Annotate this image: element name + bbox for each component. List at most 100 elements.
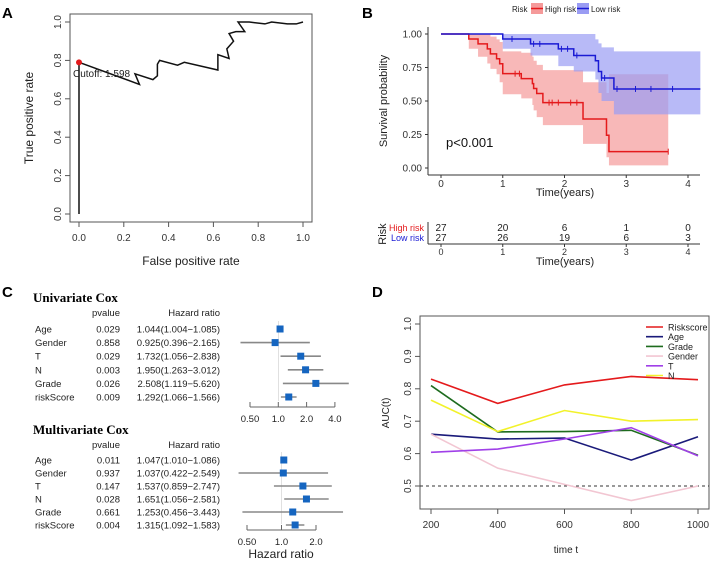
pvalue: 0.937 [96, 469, 120, 480]
risk-count: 6 [562, 223, 568, 234]
legend-label: Gender [668, 352, 698, 362]
x-tick-label: 0 [438, 247, 443, 257]
variable-name: N [35, 365, 42, 376]
hazard-ratio: 1.037(0.422−2.549) [137, 469, 220, 480]
y-tick-label: 1.0 [53, 15, 64, 29]
x-tick-label: 0 [438, 179, 444, 190]
hazard-ratio: 1.047(1.010−1.086) [137, 456, 220, 467]
y-tick-label: 0.75 [403, 63, 423, 74]
x-tick-label: 1000 [687, 520, 710, 531]
forest-plot: Univariate Cox pvalue Hazard ratio Age 0.029… [33, 290, 349, 561]
y-tick-label: 0.5 [403, 479, 414, 493]
hazard-ratio: 1.651(1.056−2.581) [137, 495, 220, 506]
hazard-ratio: 0.925(0.396−2.165) [137, 338, 220, 349]
y-tick-label: 0.25 [403, 130, 423, 141]
variable-name: T [35, 352, 41, 363]
variable-name: Gender [35, 338, 67, 349]
risk-count: 6 [623, 233, 629, 244]
pvalue: 0.011 [97, 456, 120, 467]
hr-marker [312, 379, 320, 387]
km-chart: Risk High risk Low risk0.000.250.500.751.0… [377, 3, 701, 268]
hr-marker [280, 456, 288, 464]
auc-line-t [430, 426, 699, 457]
y-tick-label: 0.9 [403, 349, 414, 363]
x-tick-label: 0.6 [206, 233, 220, 244]
risk-count: 3 [685, 233, 691, 244]
risk-count: 27 [435, 223, 447, 234]
x-axis-label: time t [554, 545, 579, 556]
pvalue-header: pvalue [92, 440, 120, 451]
x-tick-label: 0.50 [241, 414, 260, 425]
x-tick-label: 4 [685, 247, 690, 257]
pvalue: 0.661 [96, 508, 120, 519]
y-axis-label: AUC(t) [381, 398, 392, 429]
hazard-ratio: 2.508(1.119−5.620) [138, 379, 221, 390]
x-tick-label: 0.50 [238, 537, 257, 548]
hr-marker [271, 339, 279, 347]
pvalue: 0.029 [96, 325, 120, 336]
legend-label: Age [668, 332, 684, 342]
variable-name: riskScore [35, 393, 75, 404]
risk-table-title: Risk [377, 223, 389, 245]
hazard-ratio: 1.044(1.004−1.085) [137, 325, 220, 336]
x-tick-label: 1 [500, 179, 506, 190]
y-tick-label: 0.0 [53, 207, 64, 221]
p-value: p<0.001 [446, 135, 493, 150]
risk-table-x-label: Time(years) [536, 256, 594, 268]
x-tick-label: 2.0 [300, 414, 313, 425]
pvalue: 0.003 [96, 365, 120, 376]
pvalue: 0.029 [96, 352, 120, 363]
hr-marker [297, 352, 305, 360]
x-tick-label: 2 [562, 247, 567, 257]
panel-label-c: C [2, 284, 13, 301]
auc-line-riskscore [430, 375, 699, 405]
cutoff-point [76, 59, 82, 66]
x-tick-label: 1.0 [296, 233, 310, 244]
variable-name: Grade [35, 379, 61, 390]
x-tick-label: 1.0 [272, 414, 285, 425]
plot-frame [69, 13, 313, 223]
pvalue-header: pvalue [92, 308, 120, 319]
y-tick-label: 0.7 [403, 414, 414, 428]
auc-line-gender [430, 433, 699, 502]
hr-marker [289, 508, 297, 516]
confidence-band-1 [441, 34, 701, 115]
hr-marker [279, 469, 287, 477]
variable-name: T [35, 482, 41, 493]
y-axis-label: True positive rate [22, 72, 36, 165]
risk-count: 19 [559, 233, 571, 244]
x-axis-label: Time(years) [536, 187, 594, 199]
pvalue: 0.028 [96, 495, 120, 506]
risk-row-label: Low risk [391, 233, 425, 243]
cutoff-label: Cutoff: 1.598 [73, 69, 131, 80]
pvalue: 0.004 [96, 521, 120, 532]
pvalue: 0.858 [96, 338, 120, 349]
variable-name: Gender [35, 469, 67, 480]
x-tick-label: 0.4 [162, 233, 176, 244]
roc-chart: 0.0 0.2 0.4 0.6 0.8 1.0 0.0 0.2 0.4 0.6 0.8 1.0 Fals… [22, 13, 313, 268]
survival-curve-0 [441, 33, 669, 153]
hr-marker [291, 521, 299, 529]
auc-line-n [430, 399, 699, 433]
hr-marker [302, 366, 310, 374]
panel-label-d: D [372, 284, 383, 301]
plot-frame [419, 315, 710, 510]
x-tick-label: 2 [562, 179, 568, 190]
hazard-ratio-header: Hazard ratio [168, 440, 220, 451]
x-tick-label: 3 [624, 247, 629, 257]
hr-marker [285, 393, 293, 401]
x-tick-label: 0.8 [251, 233, 265, 244]
risk-count: 26 [497, 233, 509, 244]
hazard-ratio: 1.292(1.066−1.566) [137, 393, 220, 404]
time-auc-chart: 200 400 600 800 1000 0.5 0.6 0.7 0.8 0.9 1.0 time t… [381, 315, 710, 556]
y-tick-label: 0.4 [53, 130, 64, 144]
y-tick-label: 0.50 [403, 97, 423, 108]
y-tick-label: 1.00 [403, 30, 423, 41]
panel-label-b: B [362, 5, 373, 22]
y-tick-label: 1.0 [403, 317, 414, 331]
legend-label: Riskscore [668, 323, 708, 333]
x-tick-label: 600 [556, 520, 573, 531]
hazard-ratio: 1.537(0.859−2.747) [137, 482, 220, 493]
legend-label: T [668, 361, 674, 371]
hr-marker [302, 495, 310, 503]
